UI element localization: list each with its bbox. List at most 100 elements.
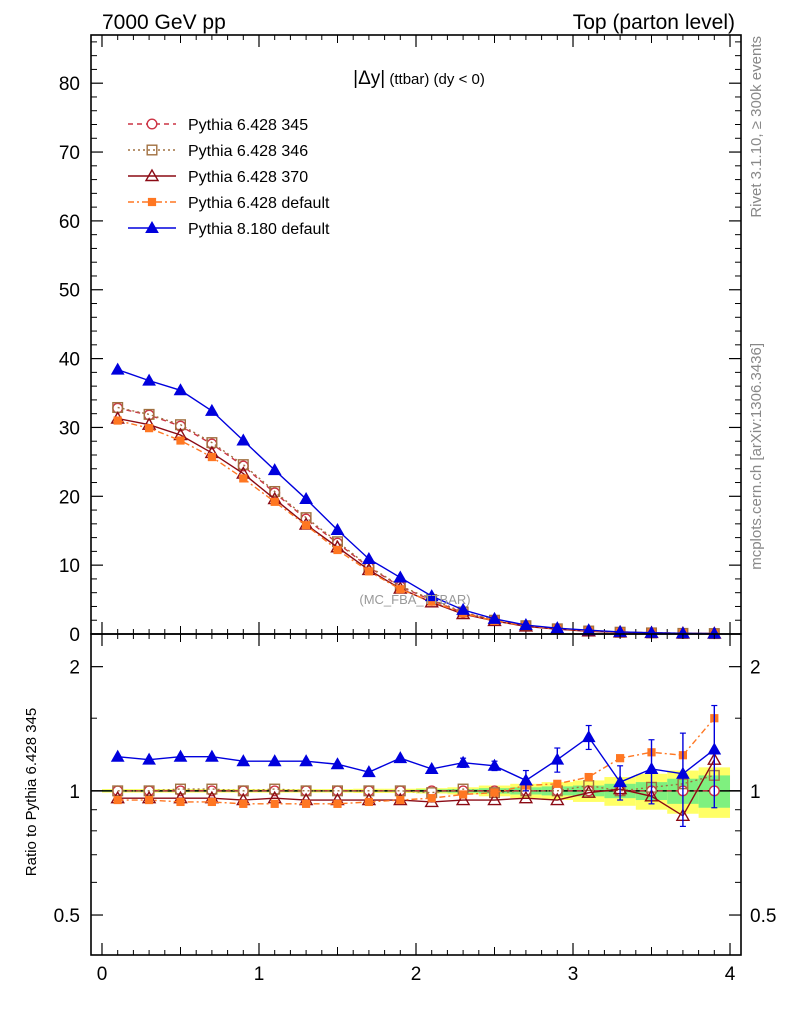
data-point [267,463,282,476]
ratio-line [117,736,715,783]
data-point [333,545,342,555]
ratio-point [205,749,219,762]
ratio-tick-label-left: 2 [69,658,80,679]
ratio-point [269,783,281,795]
ratio-point [236,754,251,767]
legend-marker [145,220,159,233]
data-point [330,523,345,536]
main-panel: 0 10 20 30 40 50 60 70 80 [59,34,742,646]
series-line [117,406,715,635]
chart-title: |Δy| (ttbar) (dy < 0) [353,68,485,89]
series-4 [110,362,722,639]
data-point [487,611,502,624]
x-tick-label: 0 [97,964,108,985]
ratio-point [455,792,471,806]
y-tick-label: 80 [59,74,80,95]
ratio-point [487,792,502,806]
ratio-point [299,754,313,767]
data-point [144,424,154,433]
ratio-point [142,752,156,765]
legend-label: Pythia 6.428 346 [188,143,308,160]
data-point [207,452,216,462]
ratio-point [581,785,596,798]
data-point [173,383,188,396]
ratio-point [173,749,188,762]
legend-marker [146,118,158,130]
ratio-point [584,772,593,782]
ratio-point [644,761,659,774]
ratio-line [117,759,715,817]
data-point [239,474,248,483]
ratio-tick-label-left: 0.5 [54,906,80,927]
ratio-point [707,742,722,755]
data-point [142,373,156,386]
data-point [270,497,279,506]
ratio-line [117,717,715,805]
ratio-point [110,749,125,762]
data-point [424,589,439,602]
right-title: Top (parton level) [573,11,735,34]
data-point [550,621,565,634]
y-tick-label: 50 [59,281,80,302]
ratio-point [581,730,596,743]
y-tick-label: 40 [59,350,80,371]
data-point [110,362,125,375]
x-tick-label: 1 [254,964,265,985]
ratio-point [427,794,436,803]
y-tick-label: 60 [59,212,80,233]
data-point [269,485,281,497]
data-point [113,416,122,425]
watermark: (MC_FBA_TTBAR) [359,592,470,607]
ratio-point [487,758,502,771]
x-tick-label: 4 [725,964,736,985]
ratio-point [143,785,155,797]
ratio-point [113,795,122,805]
ratio-tick-label-right: 1 [750,782,761,803]
data-point [301,521,311,530]
series-line [117,419,715,635]
ratio-point [550,792,565,806]
ratio-point [237,785,249,797]
ratio-point [330,757,345,770]
ratio-tick-label-left: 1 [69,782,80,803]
ratio-point [144,795,154,805]
side-label-bottom: mcplots.cern.ch [arXiv:1306.3436] [748,343,765,570]
y-tick-label: 20 [59,487,80,508]
ratio-point [490,788,499,797]
data-point [519,618,533,631]
ratio-ylabel: Ratio to Pythia 6.428 345 [23,708,40,876]
side-label-top: Rivet 3.1.10, ≥ 300k events [748,36,765,218]
ratio-panel: 0 1 2 3 4 0.5 0.5 1 1 2 2 [54,633,776,985]
ratio-point [456,755,470,768]
data-point [299,492,313,505]
data-point [205,403,219,416]
ratio-point [550,752,565,765]
ratio-point [518,790,534,804]
y-tick-label: 70 [59,143,80,164]
ratio-point [301,799,311,808]
ratio-point [267,754,282,767]
ratio-point [207,797,216,807]
ratio-point [112,785,124,797]
ratio-point [613,775,627,788]
data-point [236,433,251,446]
legend-label: Pythia 8.180 default [188,221,330,238]
ratio-point [519,773,533,786]
left-title: 7000 GeV pp [102,11,226,34]
x-tick-label: 3 [568,964,579,985]
ratio-point [459,790,468,799]
data-point [456,602,470,615]
data-point [176,436,185,445]
data-point [396,585,405,594]
y-tick-label: 0 [69,625,80,646]
ratio-tick-label-right: 0.5 [750,906,776,927]
ratio-point [206,783,218,795]
ratio-point [394,785,406,797]
legend-label: Pythia 6.428 default [188,195,330,212]
legend-marker [147,197,157,207]
data-point [362,551,376,564]
ratio-point [489,787,501,799]
ratio-point [553,779,562,788]
ratio-point [396,795,405,805]
